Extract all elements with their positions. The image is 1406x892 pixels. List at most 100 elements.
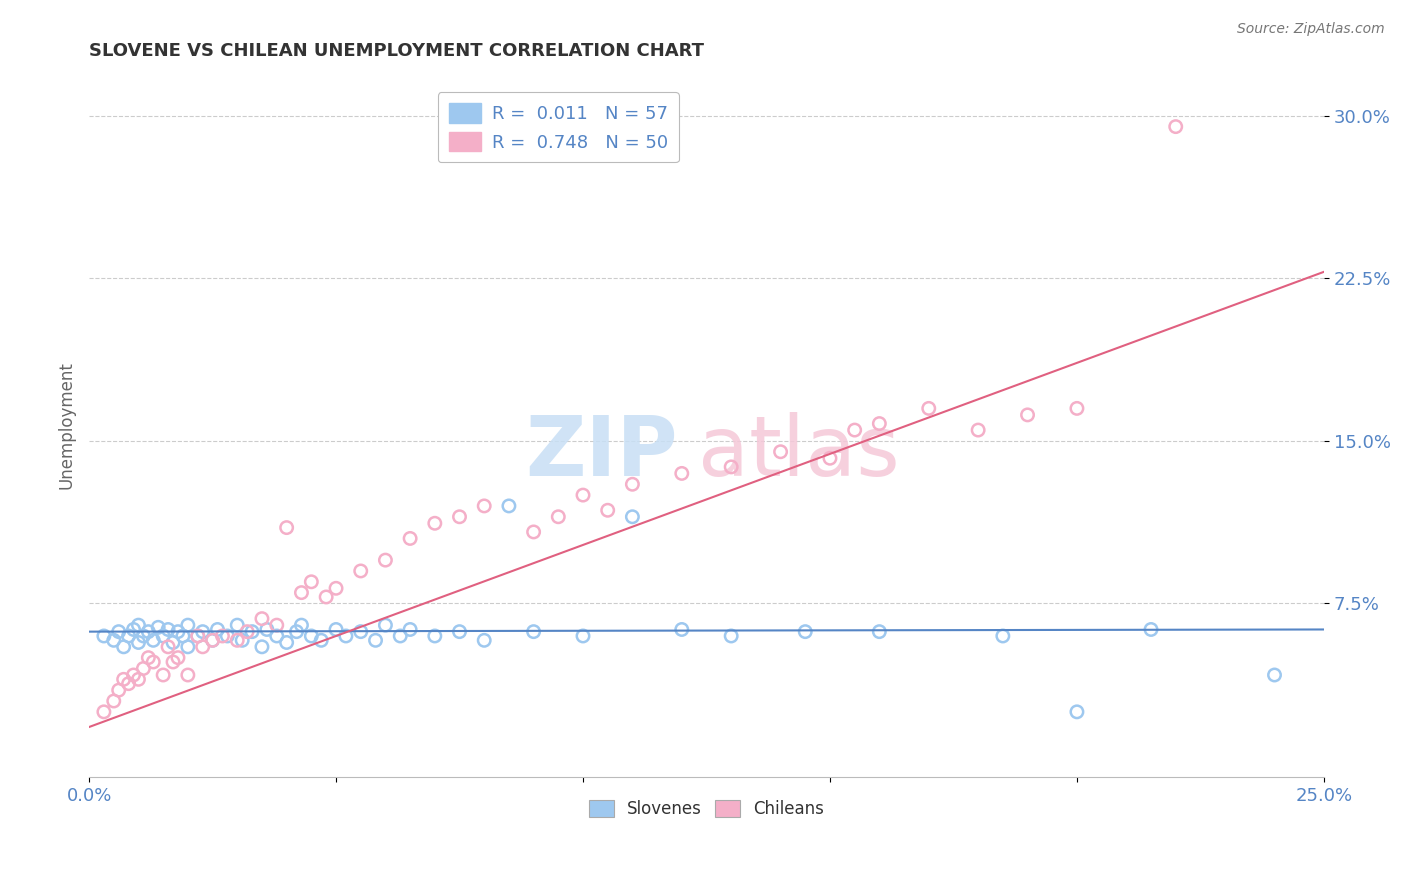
- Point: [157, 623, 180, 637]
- Point: [201, 633, 224, 648]
- Point: [191, 640, 214, 654]
- Point: [374, 618, 396, 632]
- Point: [572, 629, 595, 643]
- Point: [325, 582, 347, 596]
- Point: [217, 629, 239, 643]
- Point: [107, 624, 129, 639]
- Point: [868, 624, 890, 639]
- Point: [967, 423, 990, 437]
- Point: [671, 467, 693, 481]
- Point: [152, 668, 174, 682]
- Point: [226, 633, 249, 648]
- Point: [157, 640, 180, 654]
- Point: [399, 623, 422, 637]
- Point: [399, 532, 422, 546]
- Point: [117, 629, 139, 643]
- Point: [132, 629, 155, 643]
- Legend: Slovenes, Chileans: Slovenes, Chileans: [582, 793, 831, 825]
- Point: [423, 516, 446, 531]
- Point: [720, 629, 742, 643]
- Point: [211, 629, 233, 643]
- Point: [671, 623, 693, 637]
- Point: [364, 633, 387, 648]
- Point: [167, 624, 190, 639]
- Point: [187, 629, 209, 643]
- Point: [103, 633, 125, 648]
- Text: ZIP: ZIP: [526, 412, 678, 493]
- Point: [1140, 623, 1163, 637]
- Point: [844, 423, 866, 437]
- Point: [240, 624, 263, 639]
- Point: [449, 624, 471, 639]
- Point: [1066, 401, 1088, 416]
- Point: [335, 629, 357, 643]
- Point: [315, 590, 337, 604]
- Point: [112, 640, 135, 654]
- Point: [299, 574, 322, 589]
- Point: [596, 503, 619, 517]
- Point: [177, 640, 200, 654]
- Point: [138, 624, 160, 639]
- Point: [107, 683, 129, 698]
- Point: [498, 499, 520, 513]
- Point: [309, 633, 332, 648]
- Point: [794, 624, 817, 639]
- Point: [472, 499, 495, 513]
- Point: [167, 650, 190, 665]
- Point: [572, 488, 595, 502]
- Text: SLOVENE VS CHILEAN UNEMPLOYMENT CORRELATION CHART: SLOVENE VS CHILEAN UNEMPLOYMENT CORRELAT…: [89, 42, 704, 60]
- Point: [162, 635, 184, 649]
- Point: [112, 673, 135, 687]
- Point: [138, 650, 160, 665]
- Point: [187, 629, 209, 643]
- Point: [423, 629, 446, 643]
- Point: [207, 623, 229, 637]
- Point: [621, 509, 644, 524]
- Point: [127, 673, 149, 687]
- Point: [177, 668, 200, 682]
- Point: [769, 444, 792, 458]
- Point: [299, 629, 322, 643]
- Point: [374, 553, 396, 567]
- Point: [868, 417, 890, 431]
- Point: [290, 585, 312, 599]
- Point: [250, 640, 273, 654]
- Point: [523, 524, 546, 539]
- Point: [621, 477, 644, 491]
- Point: [256, 623, 278, 637]
- Point: [148, 620, 170, 634]
- Point: [172, 629, 194, 643]
- Point: [142, 655, 165, 669]
- Point: [276, 520, 298, 534]
- Point: [285, 624, 308, 639]
- Point: [132, 661, 155, 675]
- Point: [122, 623, 145, 637]
- Point: [103, 694, 125, 708]
- Point: [918, 401, 941, 416]
- Point: [201, 633, 224, 648]
- Point: [226, 618, 249, 632]
- Point: [389, 629, 412, 643]
- Text: atlas: atlas: [699, 412, 900, 493]
- Point: [93, 629, 115, 643]
- Point: [472, 633, 495, 648]
- Point: [231, 633, 253, 648]
- Point: [236, 624, 259, 639]
- Point: [127, 618, 149, 632]
- Point: [449, 509, 471, 524]
- Point: [127, 635, 149, 649]
- Point: [142, 633, 165, 648]
- Point: [122, 668, 145, 682]
- Point: [152, 629, 174, 643]
- Point: [1066, 705, 1088, 719]
- Point: [117, 676, 139, 690]
- Point: [266, 629, 288, 643]
- Point: [191, 624, 214, 639]
- Point: [177, 618, 200, 632]
- Point: [720, 459, 742, 474]
- Point: [1164, 120, 1187, 134]
- Point: [93, 705, 115, 719]
- Point: [276, 635, 298, 649]
- Point: [290, 618, 312, 632]
- Point: [325, 623, 347, 637]
